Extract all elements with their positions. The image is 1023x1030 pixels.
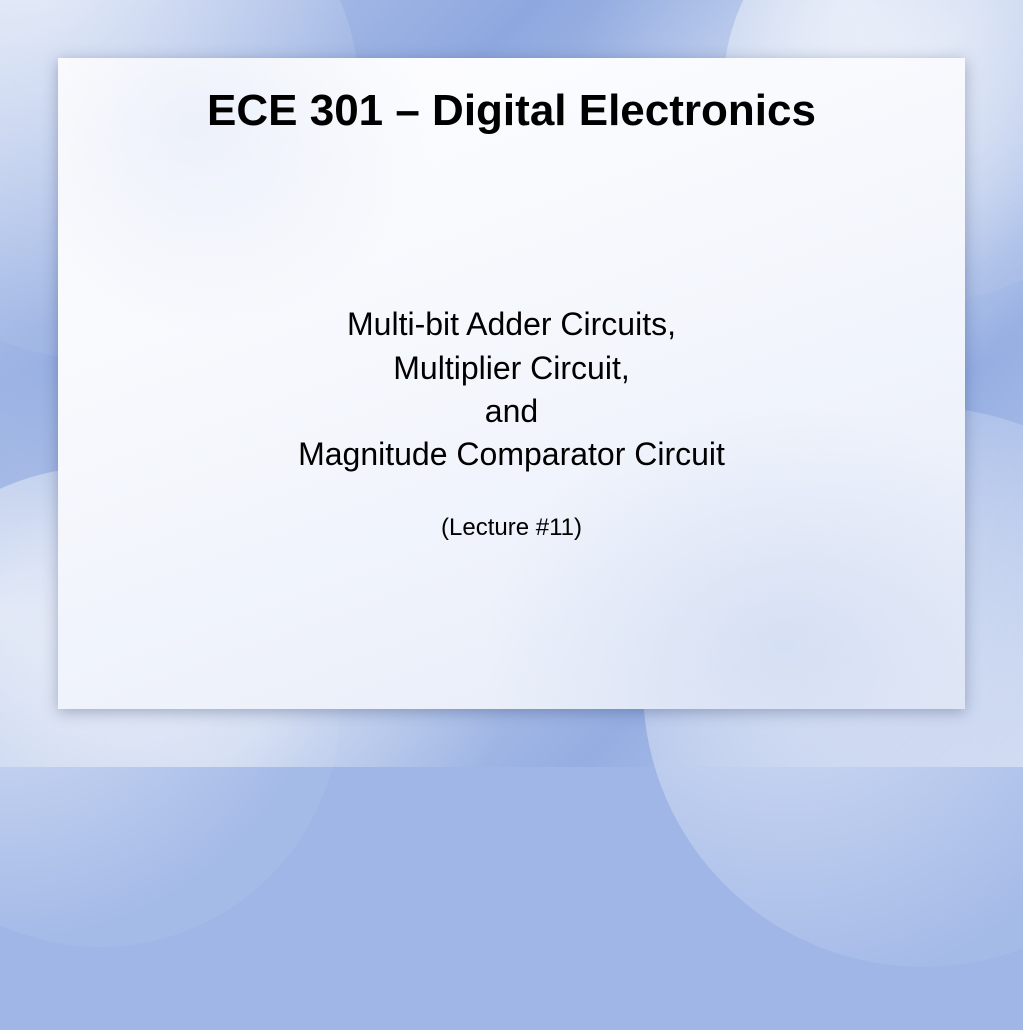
subtitle-line: and	[298, 390, 725, 433]
subtitle-line: Multi-bit Adder Circuits,	[298, 303, 725, 346]
slide-body: Multi-bit Adder Circuits, Multiplier Cir…	[98, 177, 925, 669]
slide-title: ECE 301 – Digital Electronics	[98, 86, 925, 137]
slide-panel: ECE 301 – Digital Electronics Multi-bit …	[58, 58, 965, 709]
slide-subtitle: Multi-bit Adder Circuits, Multiplier Cir…	[298, 303, 725, 476]
subtitle-line: Multiplier Circuit,	[298, 347, 725, 390]
subtitle-line: Magnitude Comparator Circuit	[298, 433, 725, 476]
lecture-label: (Lecture #11)	[441, 514, 582, 542]
